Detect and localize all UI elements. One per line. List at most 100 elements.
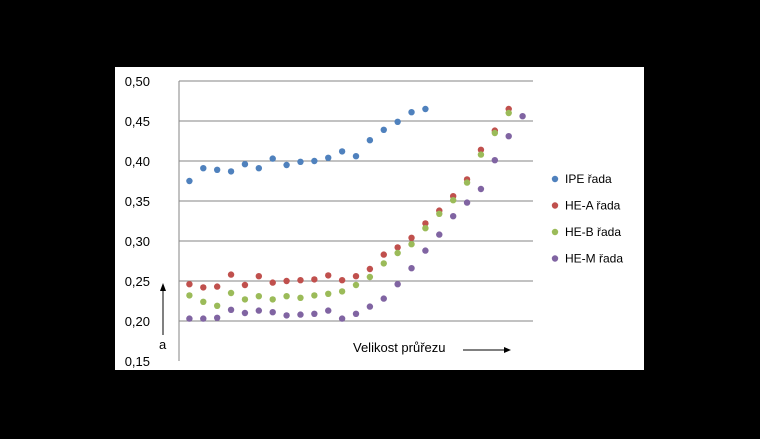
data-point-series-3	[477, 151, 485, 158]
grid-lines	[179, 80, 533, 322]
data-point-series-4	[519, 113, 526, 120]
data-point-series-1	[283, 161, 290, 169]
data-point-series-3	[463, 179, 471, 186]
data-point-series-2	[255, 273, 263, 280]
data-point-series-3	[352, 281, 360, 289]
data-point-series-3	[283, 293, 290, 300]
data-point-series-2	[283, 277, 290, 285]
annotations: Velikost průřezu a	[159, 283, 511, 355]
data-point-series-3	[297, 294, 304, 301]
legend-label: HE-A řada	[565, 199, 621, 213]
data-point-series-1	[311, 157, 318, 165]
data-point-series-4	[352, 310, 360, 317]
data-point-series-1	[213, 166, 221, 173]
data-point-series-1	[325, 154, 332, 161]
data-point-series-3	[394, 249, 401, 257]
legend-marker	[551, 202, 559, 209]
y-tick-label: 0,30	[125, 234, 150, 249]
data-point-series-1	[366, 137, 374, 144]
data-point-series-2	[200, 284, 207, 291]
data-point-series-3	[505, 109, 512, 117]
data-point-series-1	[186, 177, 193, 185]
x-axis-arrow-head	[504, 347, 511, 353]
data-point-series-4	[505, 133, 512, 140]
y-tick-label: 0,40	[125, 154, 150, 169]
data-point-series-3	[422, 225, 429, 232]
data-point-series-4	[200, 315, 207, 322]
data-point-series-2	[297, 277, 304, 284]
scatter-chart: 0,15 0,20 0,25 0,30 0,35 0,40 0,45 0,50 IPE řad…	[125, 74, 624, 369]
data-point-series-2	[269, 279, 276, 286]
data-point-series-3	[200, 298, 207, 305]
data-point-series-3	[325, 290, 332, 297]
y-tick-label: 0,35	[125, 194, 150, 209]
data-point-series-2	[325, 272, 332, 279]
data-point-series-4	[325, 307, 332, 314]
data-point-series-4	[477, 185, 485, 193]
data-point-series-2	[380, 251, 387, 258]
data-point-series-3	[449, 197, 457, 204]
y-tick-label: 0,15	[125, 354, 150, 369]
data-point-series-1	[269, 155, 276, 162]
data-point-series-4	[436, 231, 443, 238]
y-tick-label: 0,25	[125, 274, 150, 289]
data-point-series-4	[269, 309, 276, 316]
legend-label: HE-M řada	[565, 252, 623, 266]
data-point-series-3	[186, 292, 193, 299]
data-point-series-4	[255, 307, 263, 314]
data-point-series-3	[491, 129, 499, 137]
data-point-series-1	[338, 148, 346, 155]
data-point-series-1	[227, 168, 235, 175]
data-point-series-1	[255, 165, 263, 172]
data-point-series-2	[366, 265, 374, 273]
data-point-series-4	[422, 247, 429, 254]
y-tick-label: 0,20	[125, 314, 150, 329]
y-tick-label: 0,50	[125, 74, 150, 89]
data-point-series-3	[338, 288, 346, 295]
data-point-series-2	[227, 271, 235, 278]
data-point-series-1	[394, 118, 401, 125]
data-point-series-4	[394, 281, 401, 288]
legend: IPE řada HE-A řada HE-B řada HE-M řada	[551, 172, 623, 266]
data-points	[186, 105, 526, 322]
data-point-series-4	[463, 199, 471, 206]
data-point-series-4	[338, 315, 346, 322]
y-tick-label: 0,45	[125, 114, 150, 129]
data-point-series-1	[297, 158, 304, 165]
data-point-series-3	[227, 289, 235, 297]
data-point-series-2	[338, 277, 346, 284]
data-point-series-4	[311, 310, 318, 317]
data-point-series-2	[477, 146, 485, 153]
data-point-series-3	[311, 292, 318, 299]
data-point-series-4	[241, 309, 249, 317]
x-axis-label: Velikost průřezu	[353, 340, 446, 355]
data-point-series-3	[380, 260, 387, 267]
data-point-series-2	[422, 220, 429, 227]
data-point-series-4	[297, 311, 304, 318]
data-point-series-2	[186, 281, 193, 288]
data-point-series-3	[269, 296, 276, 303]
y-axis-label: a	[159, 337, 167, 352]
data-point-series-1	[422, 105, 429, 113]
data-point-series-3	[436, 210, 443, 217]
data-point-series-2	[213, 283, 221, 290]
data-point-series-2	[394, 244, 401, 251]
data-point-series-1	[200, 165, 207, 172]
data-point-series-3	[241, 296, 249, 303]
y-axis-arrow-head	[160, 283, 166, 291]
legend-label: IPE řada	[565, 172, 612, 186]
data-point-series-2	[311, 276, 318, 283]
data-point-series-3	[366, 273, 374, 281]
data-point-series-1	[352, 153, 360, 160]
y-axis: 0,15 0,20 0,25 0,30 0,35 0,40 0,45 0,50	[125, 74, 180, 369]
legend-label: HE-B řada	[565, 225, 621, 239]
legend-marker	[551, 228, 559, 236]
data-point-series-1	[380, 126, 387, 133]
data-point-series-4	[380, 295, 387, 302]
data-point-series-1	[408, 109, 415, 116]
data-point-series-1	[241, 161, 249, 168]
chart-area: 0,15 0,20 0,25 0,30 0,35 0,40 0,45 0,50 IPE řad…	[115, 67, 644, 370]
data-point-series-2	[408, 234, 415, 241]
legend-marker	[551, 175, 559, 183]
data-point-series-4	[186, 315, 193, 322]
